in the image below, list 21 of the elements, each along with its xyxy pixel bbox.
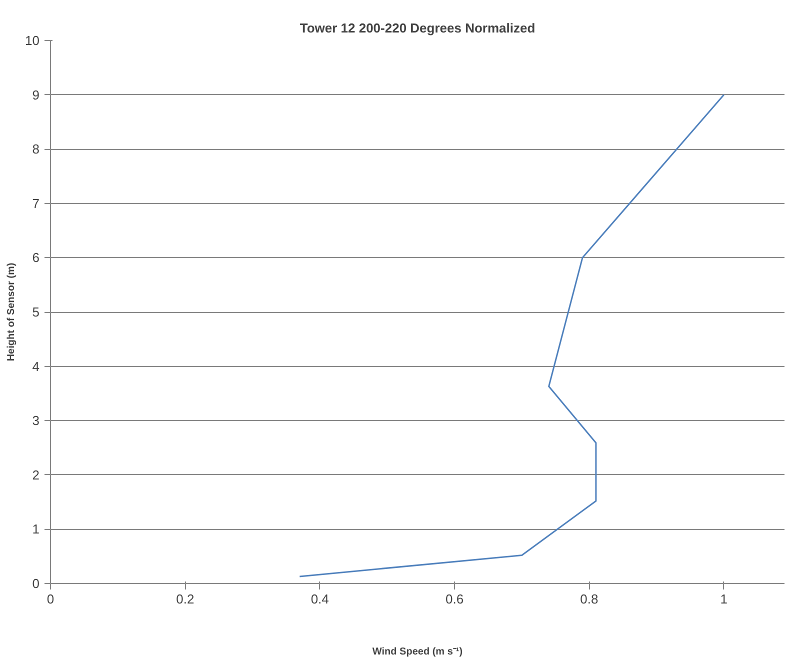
y-tick-label: 5 [32, 304, 40, 320]
y-tick-label: 2 [32, 467, 40, 482]
y-tick-label: 3 [32, 413, 40, 428]
x-tick-label: 0.6 [446, 592, 464, 606]
chart-title: Tower 12 200-220 Degrees Normalized [300, 20, 536, 36]
y-tick-label: 8 [32, 142, 40, 157]
y-tick-label: 0 [32, 576, 40, 591]
x-axis-title: Wind Speed (m s⁻¹) [372, 646, 463, 658]
y-tick-label: 7 [32, 196, 40, 211]
x-tick-label: 0.4 [310, 592, 329, 606]
y-tick-label: 1 [32, 522, 40, 537]
x-tick-label: 0 [46, 592, 54, 606]
x-tick-label: 0.8 [580, 592, 598, 606]
line-series [298, 94, 725, 578]
y-tick-label: 9 [32, 87, 40, 102]
y-tick-label: 4 [32, 358, 40, 374]
x-tick-label: 0.2 [176, 592, 194, 606]
y-tick-label: 6 [32, 250, 40, 266]
y-axis-title: Height of Sensor (m) [6, 262, 18, 362]
y-tick-label: 10 [25, 33, 40, 48]
x-tick-label: 1 [720, 592, 728, 606]
